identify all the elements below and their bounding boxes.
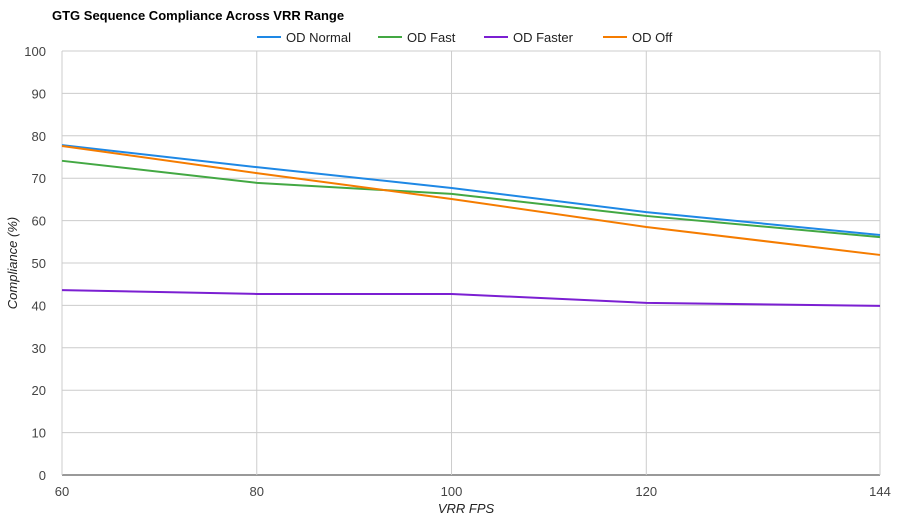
series-line-od-normal xyxy=(61,144,881,237)
y-tick-label: 70 xyxy=(32,171,46,186)
y-tick-label: 100 xyxy=(24,44,46,59)
legend-item-od-faster[interactable]: OD Faster xyxy=(484,30,574,45)
legend-label: OD Normal xyxy=(286,30,351,45)
legend-label: OD Off xyxy=(632,30,673,45)
y-axis-label: Compliance (%) xyxy=(5,217,20,309)
y-tick-label: 20 xyxy=(32,383,46,398)
y-tick-label: 10 xyxy=(32,426,46,441)
x-tick-label: 80 xyxy=(250,484,264,499)
series-lines xyxy=(61,144,881,307)
x-tick-label: 144 xyxy=(869,484,891,499)
legend-label: OD Faster xyxy=(513,30,574,45)
legend[interactable]: OD Normal OD Fast OD Faster OD Off xyxy=(257,30,673,45)
y-tick-label: 50 xyxy=(32,256,46,271)
y-tick-label: 0 xyxy=(39,468,46,483)
series-line-od-fast xyxy=(61,159,881,239)
y-tick-label: 30 xyxy=(32,341,46,356)
legend-item-od-off[interactable]: OD Off xyxy=(603,30,673,45)
x-axis-label: VRR FPS xyxy=(438,501,495,516)
x-tick-label: 60 xyxy=(55,484,69,499)
axes: 0 10 20 30 40 50 60 70 80 90 100 60 80 100 120 144 xyxy=(24,44,891,499)
y-tick-label: 40 xyxy=(32,298,46,313)
x-tick-label: 120 xyxy=(635,484,657,499)
grid xyxy=(61,50,881,476)
legend-label: OD Fast xyxy=(407,30,456,45)
series-line-od-off xyxy=(61,144,881,256)
y-tick-label: 60 xyxy=(32,214,46,229)
legend-item-od-normal[interactable]: OD Normal xyxy=(257,30,351,45)
y-tick-label: 90 xyxy=(32,86,46,101)
y-tick-label: 80 xyxy=(32,129,46,144)
x-tick-label: 100 xyxy=(441,484,463,499)
legend-item-od-fast[interactable]: OD Fast xyxy=(378,30,456,45)
series-line-od-faster xyxy=(61,289,881,307)
chart-title: GTG Sequence Compliance Across VRR Range xyxy=(52,8,344,23)
